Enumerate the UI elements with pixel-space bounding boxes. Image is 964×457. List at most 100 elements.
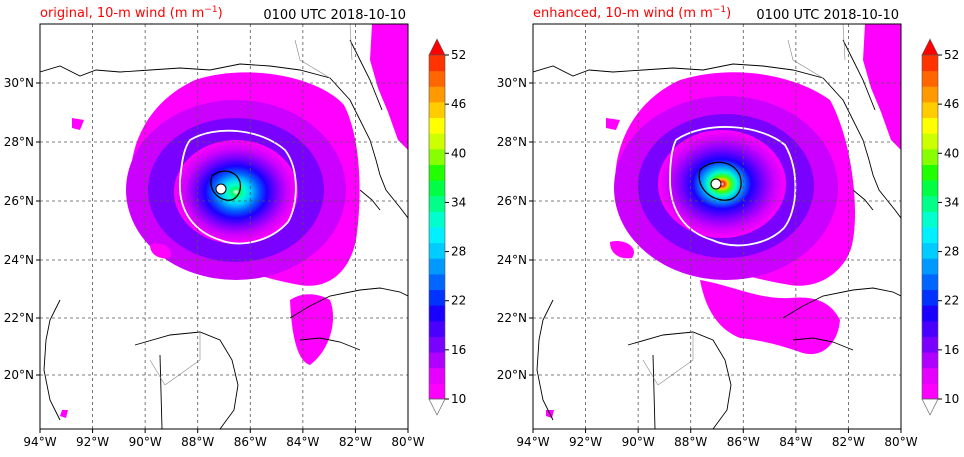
colorbar-swatch [922,352,938,369]
y-tick-label: 30°N [4,76,34,90]
colorbar-tick-label: 52 [451,48,466,62]
wind-swath-florida [863,24,901,150]
wind-ring-core [658,130,786,238]
contour-white [179,129,297,245]
colorbar-swatch [429,55,445,72]
colorbar-swatch [429,195,445,212]
colorbar-swatch [429,180,445,197]
x-tick-label: 94°W [23,435,56,449]
colorbar-swatch [922,101,938,119]
gridlines [533,24,901,429]
colorbar-under-triangle [921,398,939,416]
colorbar-frame [428,54,446,400]
y-tick-label: 24°N [497,253,527,267]
x-tick-label: 88°W [181,435,214,449]
colorbar-swatch [922,242,938,259]
x-tick-label: 90°W [129,435,162,449]
colorbar-over-triangle [428,38,446,56]
colorbar-swatch [429,101,445,119]
colorbar-swatch [429,86,445,103]
y-axis: 30°N 28°N 26°N 24°N 22°N 20°N [4,76,40,382]
colorbar-tick-label: 46 [451,97,466,111]
colorbar-swatch [922,133,938,150]
x-tick-label: 80°W [391,435,424,449]
colorbar-swatch [429,320,445,337]
colorbar-swatch [922,211,938,228]
colorbar-tick-label: 28 [451,245,466,259]
x-tick-label: 94°W [516,435,549,449]
panel-time-label: 0100 UTC 2018-10-10 [263,8,406,23]
colorbar-swatch [429,133,445,150]
colorbar-swatch [429,383,445,400]
colorbar-swatch [922,367,938,384]
colorbar-swatch [922,148,938,165]
panel-enhanced: enhanced, 10-m wind (m m−1) 0100 UTC 201… [497,5,960,449]
colorbar-swatch [922,289,938,306]
colorbar-swatch [429,211,445,228]
colorbar-swatch [429,164,445,181]
y-tick-label: 26°N [497,194,527,208]
colorbar-tick-label: 16 [944,343,959,357]
colorbar-swatch [922,258,938,275]
colorbar-frame [921,54,939,400]
y-tick-label: 22°N [497,311,527,325]
y-axis: 30°N 28°N 26°N 24°N 22°N 20°N [497,76,533,382]
colorbar-tick-label: 40 [451,146,466,160]
colorbar-swatch [922,117,938,134]
colorbar-swatch [429,305,445,322]
colorbar-tick-label: 34 [944,195,959,209]
map-frame [39,23,409,430]
colorbar-swatch [429,258,445,275]
colorbar-swatch [922,195,938,212]
x-tick-label: 92°W [569,435,602,449]
contour-black [210,170,242,201]
colorbar-swatch [429,273,445,291]
x-tick-label: 86°W [234,435,267,449]
wind-swath-cuba [700,280,840,355]
x-tick-label: 88°W [674,435,707,449]
colorbar-tick-label: 22 [451,294,466,308]
coastlines [40,39,408,429]
colorbar-tick-label: 40 [944,146,959,160]
colorbar-swatch [429,352,445,369]
colorbar: 10 16 22 28 34 40 46 52 [428,38,466,416]
panel-title-left: enhanced, 10-m wind (m m−1) [533,5,731,21]
storm-eye [710,178,722,190]
y-tick-label: 20°N [4,368,34,382]
wind-ring-core [174,140,298,244]
colorbar-tick-label: 10 [944,392,959,406]
borders [149,24,353,386]
colorbar-swatch [429,117,445,134]
wind-patch-sw [60,410,68,418]
wind-swath-florida [370,24,408,150]
x-tick-label: 80°W [884,435,917,449]
panel-time-label: 0100 UTC 2018-10-10 [756,8,899,23]
colorbar-swatch [429,289,445,306]
colorbar-swatch [922,336,938,353]
colorbar-tick-label: 22 [944,294,959,308]
colorbar-swatch [922,164,938,181]
colorbar-swatch [429,242,445,259]
x-tick-label: 92°W [76,435,109,449]
colorbar-tick-label: 10 [451,392,466,406]
wind-patch-nw [606,118,620,130]
colorbar-swatch [922,70,938,87]
wind-patch-west [610,240,634,259]
x-tick-label: 82°W [832,435,865,449]
colorbar-tick-label: 46 [944,97,959,111]
y-tick-label: 20°N [497,368,527,382]
colorbar-tick-label: 52 [944,48,959,62]
borders [642,24,846,386]
y-tick-label: 30°N [497,76,527,90]
colorbar-tick-label: 34 [451,195,466,209]
colorbar-swatch [922,273,938,291]
y-tick-label: 26°N [4,194,34,208]
colorbar-under-triangle [428,398,446,416]
colorbar-swatch [429,148,445,165]
colorbar-swatch [429,227,445,244]
colorbar-swatch [922,383,938,400]
x-axis: 94°W 92°W 90°W 88°W 86°W 84°W 82°W 80°W [516,429,918,449]
contour-white [669,126,797,247]
colorbar-swatch [429,367,445,384]
